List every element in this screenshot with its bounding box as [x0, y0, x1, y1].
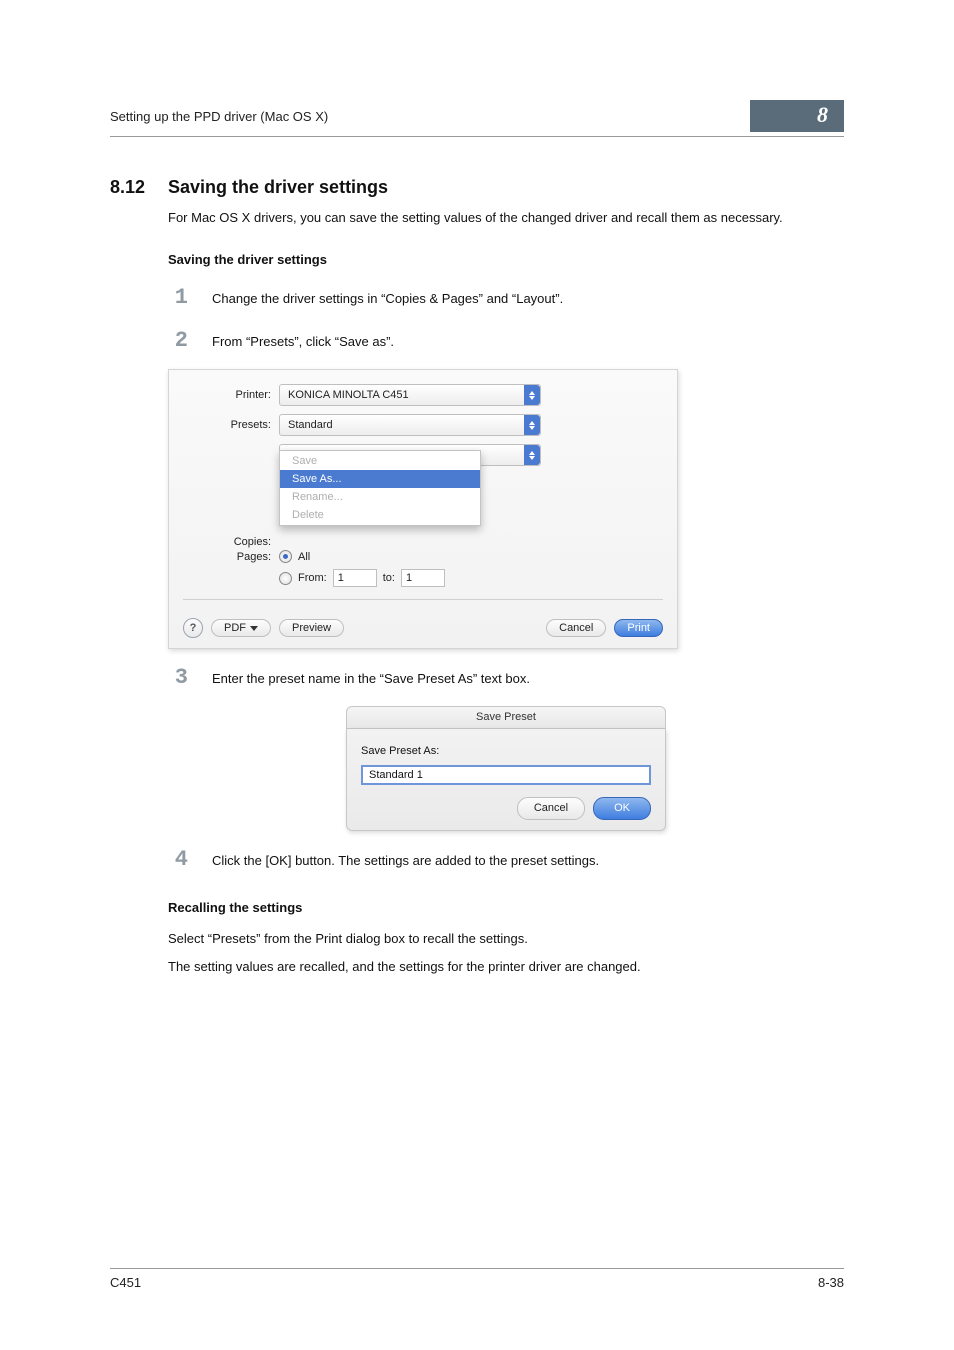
step-3-text: Enter the preset name in the “Save Prese… — [212, 665, 844, 689]
pages-label: Pages: — [183, 551, 279, 563]
section-heading: 8.12 Saving the driver settings — [110, 177, 844, 198]
section-number: 8.12 — [110, 177, 150, 198]
chevron-updown-icon — [524, 415, 540, 435]
save-preset-dialog-screenshot: Save Preset Save Preset As: Standard 1 C… — [346, 706, 666, 831]
pages-to-input[interactable]: 1 — [401, 569, 445, 587]
footer-page-number: 8-38 — [818, 1275, 844, 1290]
step-3: 3 Enter the preset name in the “Save Pre… — [168, 661, 844, 694]
step-1: 1 Change the driver settings in “Copies … — [168, 281, 844, 314]
step-2-number: 2 — [168, 324, 188, 357]
copies-label: Copies: — [183, 536, 279, 548]
printer-select[interactable]: KONICA MINOLTA C451 — [279, 384, 541, 406]
section-title: Saving the driver settings — [168, 177, 388, 198]
step-4-number: 4 — [168, 843, 188, 876]
presets-label: Presets: — [183, 419, 279, 431]
pages-all-label: All — [298, 551, 310, 563]
step-4-text: Click the [OK] button. The settings are … — [212, 847, 844, 871]
printer-value: KONICA MINOLTA C451 — [280, 389, 417, 401]
step-2: 2 From “Presets”, click “Save as”. — [168, 324, 844, 357]
menu-item-save[interactable]: Save — [280, 452, 480, 470]
preview-button[interactable]: Preview — [279, 619, 344, 637]
step-1-text: Change the driver settings in “Copies & … — [212, 285, 844, 309]
header-section-title: Setting up the PPD driver (Mac OS X) — [110, 109, 328, 124]
subheading-recalling: Recalling the settings — [168, 898, 844, 918]
save-preset-as-input[interactable]: Standard 1 — [361, 765, 651, 785]
step-2-text: From “Presets”, click “Save as”. — [212, 328, 844, 352]
presets-value: Standard — [280, 419, 341, 431]
cancel-button[interactable]: Cancel — [546, 619, 606, 637]
section-intro: For Mac OS X drivers, you can save the s… — [168, 208, 844, 228]
help-button[interactable]: ? — [183, 618, 203, 638]
menu-item-delete[interactable]: Delete — [280, 506, 480, 524]
save-preset-ok-button[interactable]: OK — [593, 797, 651, 820]
recall-paragraph-1: Select “Presets” from the Print dialog b… — [168, 929, 844, 949]
pages-from-radio[interactable] — [279, 572, 292, 585]
printer-label: Printer: — [183, 389, 279, 401]
chapter-number: 8 — [750, 100, 844, 132]
chevron-updown-icon — [524, 445, 540, 465]
pages-from-input[interactable]: 1 — [333, 569, 377, 587]
chevron-updown-icon — [524, 385, 540, 405]
page-header: Setting up the PPD driver (Mac OS X) 8 — [110, 100, 844, 137]
save-preset-as-label: Save Preset As: — [361, 743, 651, 760]
pdf-button-label: PDF — [224, 622, 246, 634]
print-button[interactable]: Print — [614, 619, 663, 637]
presets-select[interactable]: Standard — [279, 414, 541, 436]
subheading-saving: Saving the driver settings — [168, 250, 844, 270]
menu-item-save-as[interactable]: Save As... — [280, 470, 480, 488]
pdf-button[interactable]: PDF — [211, 619, 271, 637]
footer-model: C451 — [110, 1275, 141, 1290]
step-3-number: 3 — [168, 661, 188, 694]
presets-menu-popup: Save Save As... Rename... Delete — [279, 450, 481, 526]
print-dialog-screenshot: Printer: KONICA MINOLTA C451 Presets: St… — [168, 369, 678, 649]
save-preset-title: Save Preset — [346, 706, 666, 729]
chevron-down-icon — [250, 626, 258, 631]
page-footer: C451 8-38 — [110, 1268, 844, 1290]
step-4: 4 Click the [OK] button. The settings ar… — [168, 843, 844, 876]
menu-item-rename[interactable]: Rename... — [280, 488, 480, 506]
recall-paragraph-2: The setting values are recalled, and the… — [168, 957, 844, 977]
step-1-number: 1 — [168, 281, 188, 314]
save-preset-cancel-button[interactable]: Cancel — [517, 797, 585, 820]
pages-to-label: to: — [383, 572, 395, 584]
pages-all-radio[interactable] — [279, 550, 292, 563]
pages-from-label: From: — [298, 572, 327, 584]
